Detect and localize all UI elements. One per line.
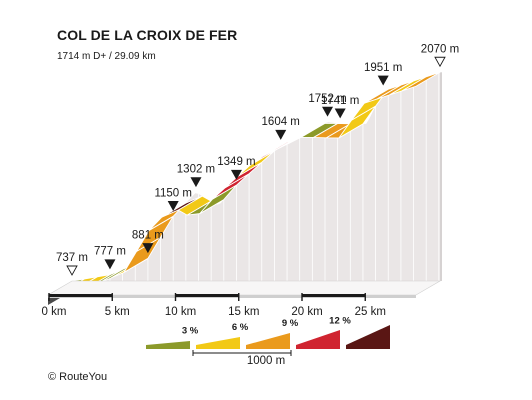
x-tick-label: 25 km (355, 306, 386, 318)
legend-label: 9 % (282, 318, 299, 329)
distance-ruler-block (175, 294, 239, 297)
filled-marker-icon (334, 108, 346, 119)
legend-scale-label: 1000 m (247, 355, 285, 367)
profile-face-layer (72, 72, 442, 281)
legend-swatch (346, 325, 390, 349)
filled-marker-icon (167, 201, 179, 211)
legend-item (146, 341, 190, 349)
legend-swatch (196, 337, 240, 349)
legend: 3 % 6 % 9 % 12 % 1000 m (146, 316, 390, 367)
open-marker-icon (66, 265, 78, 276)
legend-item: 12 % (329, 316, 390, 349)
copyright: © RouteYou (48, 371, 108, 383)
elevation-label: 1604 m (262, 116, 300, 128)
filled-marker-icon (104, 259, 116, 270)
x-tick-layer: 0 km 5 km 10 km 15 km 20 km 25 km (42, 293, 386, 318)
x-tick-label: 15 km (228, 306, 259, 318)
elevation-label: 1752 m (308, 93, 346, 105)
grade-segment (401, 71, 441, 92)
x-tick-label: 20 km (291, 306, 322, 318)
x-tick-label: 10 km (165, 306, 196, 318)
profile-right-edge (439, 72, 442, 281)
distance-ruler-block (302, 294, 366, 297)
legend-swatch (246, 333, 290, 349)
x-tick-label: 0 km (42, 306, 67, 318)
elevation-label: 1951 m (364, 62, 402, 74)
elevation-label: 777 m (94, 246, 126, 258)
filled-marker-icon (377, 75, 389, 86)
legend-swatch (146, 341, 190, 349)
filled-marker-icon (322, 106, 334, 117)
legend-swatch (296, 330, 340, 349)
elevation-label: 2070 m (421, 43, 459, 55)
legend-item: 3 % (182, 325, 240, 349)
legend-label: 12 % (329, 316, 351, 327)
chart-title: COL DE LA CROIX DE FER (57, 27, 238, 43)
open-marker-icon (434, 56, 446, 68)
elevation-label: 1349 m (217, 156, 255, 168)
legend-label: 6 % (232, 322, 249, 333)
distance-ruler-block (49, 294, 113, 297)
legend-item: 6 % (232, 322, 290, 349)
legend-item: 9 % (282, 318, 340, 349)
elevation-label: 1302 m (177, 164, 215, 176)
elevation-label: 737 m (56, 252, 88, 264)
chart-subtitle: 1714 m D+ / 29.09 km (57, 51, 156, 62)
profile-base-layer (46, 280, 442, 298)
x-tick-label: 5 km (105, 306, 130, 318)
elevation-label: 1150 m (154, 187, 192, 199)
filled-marker-icon (190, 177, 202, 188)
profile-ground (46, 280, 442, 296)
elevation-label: 1741 m (321, 95, 359, 107)
legend-label: 3 % (182, 325, 199, 336)
filled-marker-icon (230, 169, 242, 180)
elevation-label: 881 m (132, 229, 164, 241)
filled-marker-icon (142, 243, 154, 254)
profile-face (72, 72, 440, 281)
filled-marker-icon (275, 129, 287, 140)
